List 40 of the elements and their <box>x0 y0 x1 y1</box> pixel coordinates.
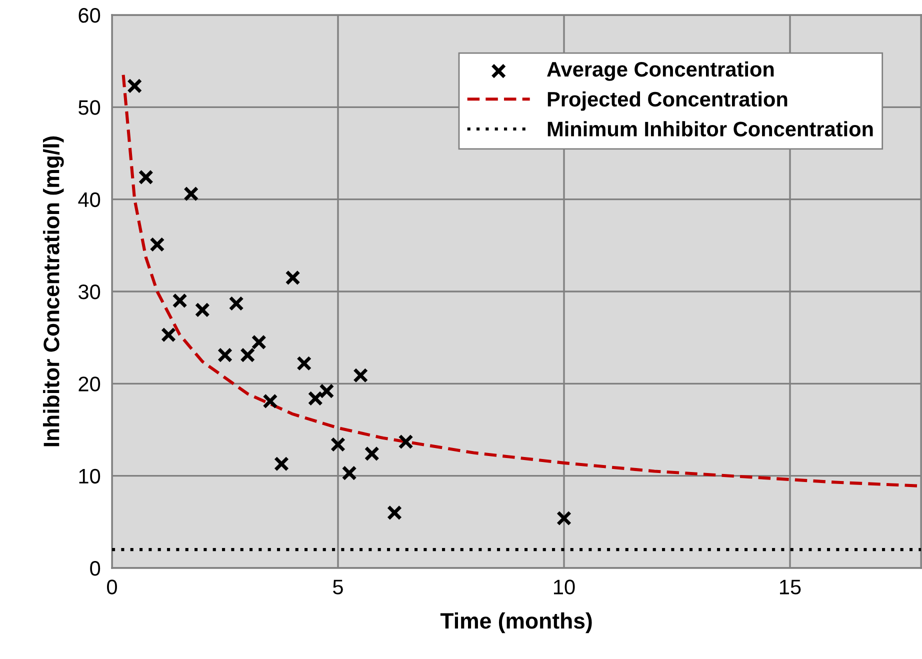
x-tick-label: 5 <box>333 580 343 594</box>
x-tick-label: 15 <box>780 580 801 594</box>
point <box>150 236 165 252</box>
point <box>160 327 176 342</box>
point <box>353 368 368 383</box>
point <box>194 302 210 318</box>
y-tick-label: 0 <box>90 561 100 576</box>
y-tick-label: 10 <box>79 468 100 484</box>
y-tick-label: 30 <box>78 284 100 300</box>
y-tick-label: 60 <box>78 8 100 23</box>
point <box>262 394 278 409</box>
point <box>330 436 346 452</box>
point <box>217 348 233 363</box>
point <box>556 510 572 526</box>
point <box>296 356 312 371</box>
point <box>285 270 300 286</box>
legend-label: Average Concentration <box>547 61 774 81</box>
y-tick-label: 20 <box>78 376 100 392</box>
legend-label: Projected Concentration <box>548 91 788 111</box>
point <box>172 293 188 308</box>
point <box>308 390 323 406</box>
point <box>240 348 256 363</box>
point <box>319 383 334 399</box>
point <box>274 456 290 472</box>
y-axis-title: Inhibitor Concentration (mg/l) <box>43 136 64 446</box>
point <box>364 446 380 462</box>
point <box>138 170 154 185</box>
x-axis-title: Time (months) <box>440 612 592 634</box>
x-tick-label: 0 <box>107 580 117 594</box>
x-tick-label: 10 <box>554 580 575 594</box>
legend-label: Minimum Inhibitor Concentration <box>548 121 873 136</box>
point <box>251 334 266 350</box>
point <box>127 78 142 94</box>
point <box>342 466 357 481</box>
point <box>228 296 244 312</box>
point <box>386 505 402 520</box>
y-tick-label: 50 <box>78 100 100 115</box>
point <box>398 434 414 450</box>
point <box>184 186 199 202</box>
y-tick-label: 40 <box>78 192 100 208</box>
